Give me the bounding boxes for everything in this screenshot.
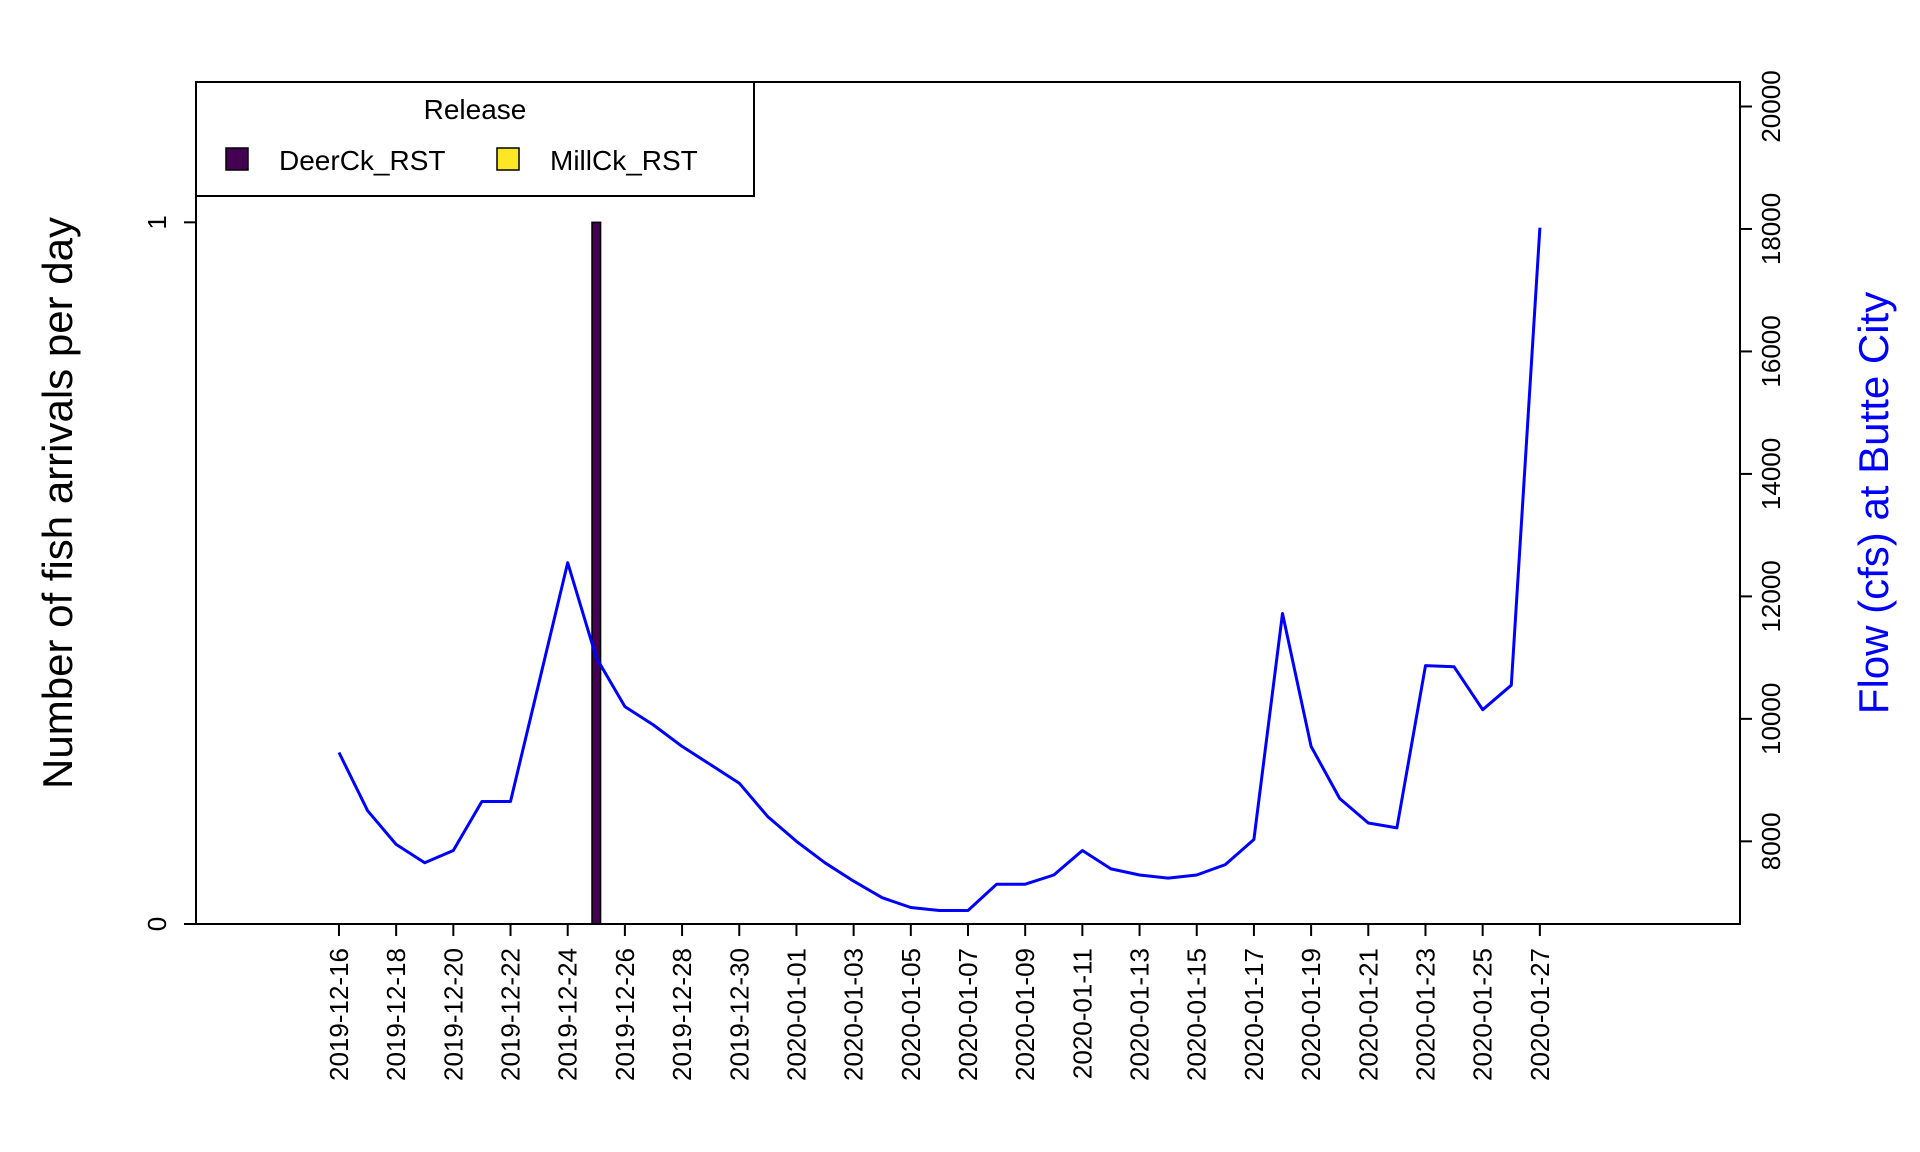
legend-swatch-deerck <box>225 147 249 171</box>
x-tick-label: 2020-01-19 <box>1296 948 1326 1081</box>
y-axis-label: Number of fish arrivals per day <box>34 217 81 789</box>
x-tick-label: 2020-01-03 <box>839 948 869 1081</box>
x-tick-label: 2020-01-05 <box>896 948 926 1081</box>
legend: Release DeerCk_RST MillCk_RST <box>195 81 755 197</box>
legend-label-deerck: DeerCk_RST <box>279 145 445 176</box>
x-tick-label: 2020-01-09 <box>1010 948 1040 1081</box>
y2-tick-label: 20000 <box>1756 70 1786 142</box>
x-tick-label: 2020-01-27 <box>1525 948 1555 1081</box>
x-tick-label: 2020-01-01 <box>781 948 811 1081</box>
x-tick-label: 2020-01-11 <box>1067 948 1097 1079</box>
x-tick-label: 2019-12-26 <box>610 948 640 1081</box>
bar-deerck-rst-0 <box>591 221 602 925</box>
x-tick-label: 2020-01-13 <box>1125 948 1155 1081</box>
x-tick-label: 2019-12-22 <box>496 948 526 1081</box>
y2-tick-label: 12000 <box>1756 560 1786 632</box>
y2-tick-label: 16000 <box>1756 315 1786 387</box>
x-axis: 2019-12-16 2019-12-18 2019-12-20 2019-12-22… <box>324 923 1555 1081</box>
legend-title: Release <box>424 94 527 125</box>
x-tick-label: 2019-12-30 <box>724 948 754 1081</box>
x-tick-label: 2019-12-20 <box>438 948 468 1081</box>
x-tick-label: 2019-12-18 <box>381 948 411 1081</box>
bar-layer <box>591 221 602 925</box>
y2-tick-label: 10000 <box>1756 683 1786 755</box>
y2-axis-label: Flow (cfs) at Butte City <box>1850 292 1897 714</box>
x-tick-label: 2020-01-15 <box>1182 948 1212 1081</box>
y2-tick-label: 14000 <box>1756 438 1786 510</box>
legend-box <box>195 81 755 197</box>
y-tick-label: 0 <box>142 917 172 931</box>
y2-tick-label: 18000 <box>1756 193 1786 265</box>
x-tick-label: 2020-01-21 <box>1353 948 1383 1081</box>
x-tick-label: 2020-01-17 <box>1239 948 1269 1081</box>
x-tick-label: 2019-12-24 <box>553 948 583 1081</box>
y-axis-left: 01 <box>142 215 197 931</box>
y-axis-right: 8000 10000 12000 14000 16000 18000 20000 <box>1739 70 1786 870</box>
x-tick-label: 2019-12-16 <box>324 948 354 1081</box>
y-tick-label: 1 <box>142 215 172 229</box>
y2-tick-label: 8000 <box>1756 812 1786 870</box>
x-tick-label: 2020-01-25 <box>1468 948 1498 1081</box>
x-tick-label: 2020-01-07 <box>953 948 983 1081</box>
x-tick-label: 2019-12-28 <box>667 948 697 1081</box>
x-tick-label: 2020-01-23 <box>1410 948 1440 1081</box>
flow-line <box>337 227 1542 912</box>
plot-frame <box>195 81 1741 925</box>
legend-swatch-millck <box>496 147 520 171</box>
legend-label-millck: MillCk_RST <box>550 145 698 176</box>
